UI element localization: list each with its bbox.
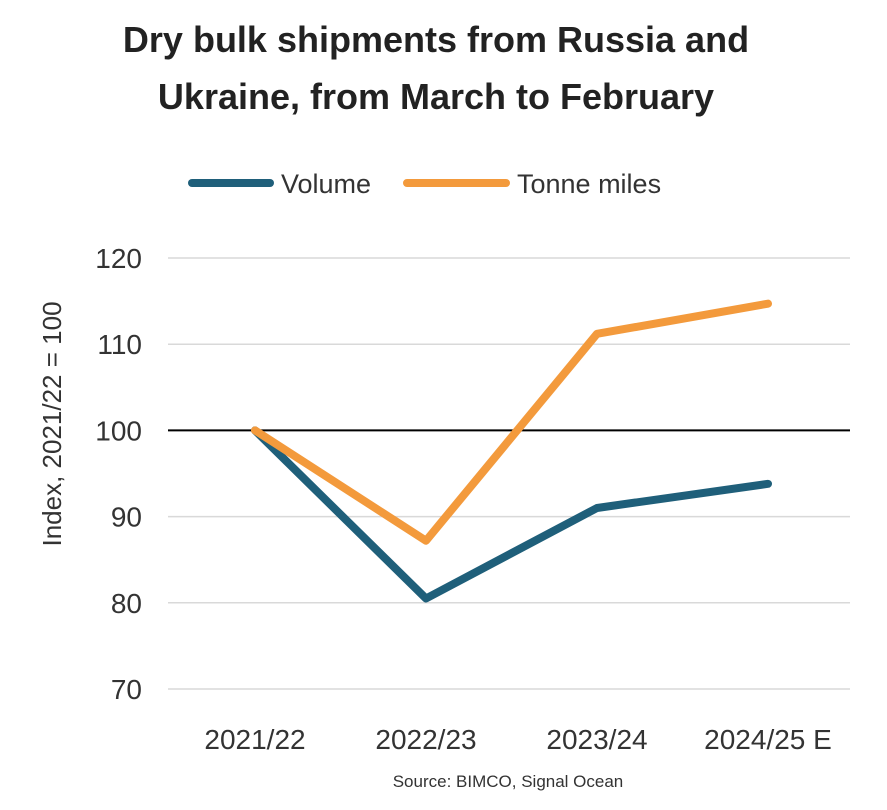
y-axis-title: Index, 2021/22 = 100 <box>37 301 67 546</box>
chart-title: Dry bulk shipments from Russia and Ukrai… <box>123 19 749 117</box>
x-tick-labels: 2021/22 2022/23 2023/24 2024/25 E <box>204 724 831 755</box>
x-tick-label-3: 2024/25 E <box>704 724 832 755</box>
legend-label-volume: Volume <box>281 169 371 199</box>
y-tick-label-1: 80 <box>111 588 142 619</box>
x-tick-label-2: 2023/24 <box>546 724 647 755</box>
series-line-tonne-miles <box>251 299 772 545</box>
y-tick-label-3: 100 <box>95 415 142 446</box>
gridlines <box>168 257 850 690</box>
series-lines <box>251 299 772 603</box>
chart-title-line-2: Ukraine, from March to February <box>158 76 714 117</box>
source-note: Source: BIMCO, Signal Ocean <box>393 772 624 791</box>
x-tick-label-0: 2021/22 <box>204 724 305 755</box>
y-tick-label-0: 70 <box>111 674 142 705</box>
y-tick-label-5: 120 <box>95 243 142 274</box>
x-tick-label-1: 2022/23 <box>375 724 476 755</box>
legend-label-tonne-miles: Tonne miles <box>517 169 661 199</box>
y-tick-label-4: 110 <box>97 329 142 360</box>
legend: Volume Tonne miles <box>188 169 661 199</box>
series-line-volume <box>251 426 772 603</box>
y-tick-labels: 70 80 90 100 110 120 <box>95 243 142 705</box>
y-tick-label-2: 90 <box>111 502 142 533</box>
chart-title-line-1: Dry bulk shipments from Russia and <box>123 19 749 60</box>
